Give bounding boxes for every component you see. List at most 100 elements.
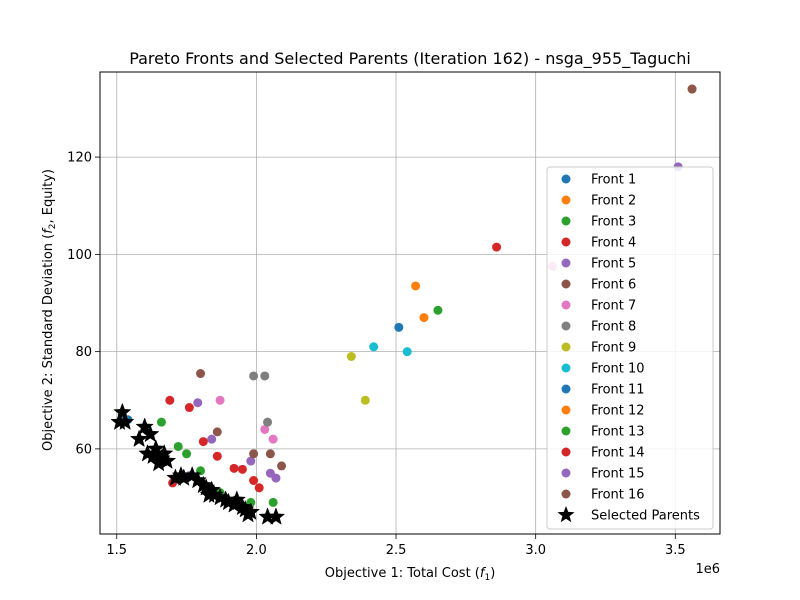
legend-marker — [561, 405, 571, 415]
legend-marker — [561, 363, 571, 373]
series-selected-parents — [110, 402, 286, 525]
data-point — [249, 371, 259, 381]
data-point — [687, 84, 697, 94]
series-front-16 — [687, 84, 697, 94]
y-tick-label: 120 — [67, 151, 92, 166]
axis-ticks: 1.5 2.0 2.5 3.0 3.5 60 80 100 120 — [67, 151, 685, 558]
x-axis-offset-label: 1e6 — [695, 562, 720, 577]
series-front-13 — [433, 305, 443, 315]
legend-label: Front 5 — [591, 257, 636, 272]
legend-marker — [561, 258, 571, 268]
series-front-6 — [196, 369, 287, 471]
data-point — [411, 281, 421, 291]
selected-parent-marker — [157, 451, 177, 469]
x-tick-label: 1.5 — [106, 543, 127, 558]
data-point — [207, 434, 217, 444]
y-axis-title: Objective 2: Standard Deviation (f2, Equ… — [41, 169, 58, 451]
legend-marker — [561, 342, 571, 352]
data-point — [268, 434, 278, 444]
legend-label: Front 12 — [591, 404, 645, 419]
data-point — [346, 351, 356, 361]
y-tick-label: 100 — [67, 248, 92, 263]
data-point — [237, 464, 247, 474]
data-point — [260, 424, 270, 434]
legend-label: Selected Parents — [591, 509, 700, 524]
legend-marker — [561, 237, 571, 247]
series-front-12 — [411, 281, 429, 323]
data-point — [198, 437, 208, 447]
legend-label: Front 1 — [591, 173, 636, 188]
data-point — [182, 449, 192, 459]
data-point — [369, 342, 379, 352]
data-point — [196, 369, 206, 379]
legend-marker — [561, 300, 571, 310]
selected-parent-marker — [135, 417, 154, 435]
data-point — [173, 441, 183, 451]
data-point — [215, 395, 225, 405]
data-point — [360, 395, 370, 405]
selected-parent-marker — [241, 502, 261, 520]
data-point — [156, 417, 166, 427]
data-point — [193, 398, 203, 408]
selected-parent-marker — [129, 429, 149, 448]
legend: Front 1 Front 2 Front 3 Front 4 Front 5 Front… — [546, 166, 714, 530]
legend-label: Front 14 — [591, 446, 645, 461]
legend-label: Front 4 — [591, 236, 636, 251]
data-point — [394, 322, 404, 332]
legend-label: Front 3 — [591, 215, 636, 230]
data-point — [254, 483, 264, 493]
selected-parent-marker — [141, 424, 160, 443]
x-axis-title: Objective 1: Total Cost (f1) — [325, 566, 496, 583]
data-point — [212, 427, 222, 437]
data-point — [402, 347, 412, 357]
x-tick-label: 2.5 — [386, 543, 407, 558]
data-point — [433, 305, 443, 315]
legend-label: Front 6 — [591, 278, 636, 293]
selected-parent-marker — [149, 453, 168, 472]
legend-marker — [561, 468, 571, 478]
data-point — [492, 242, 502, 252]
data-point — [277, 461, 287, 471]
data-point — [212, 451, 222, 461]
legend-label: Front 15 — [591, 467, 645, 482]
legend-marker — [561, 384, 571, 394]
legend-marker — [561, 321, 571, 331]
legend-label: Front 9 — [591, 341, 636, 356]
chart-title: Pareto Fronts and Selected Parents (Iter… — [129, 49, 691, 69]
data-point — [229, 463, 239, 473]
data-point — [419, 313, 429, 323]
legend-marker — [561, 426, 571, 436]
legend-label: Front 2 — [591, 194, 636, 209]
legend-label: Front 7 — [591, 299, 636, 314]
legend-marker — [561, 174, 571, 184]
legend-label: Front 11 — [591, 383, 645, 398]
data-point — [249, 476, 259, 486]
legend-label: Front 10 — [591, 362, 645, 377]
legend-frame — [546, 166, 714, 530]
series-front-8 — [249, 371, 273, 427]
selected-parent-marker — [146, 439, 166, 457]
data-point — [271, 473, 281, 483]
data-point — [249, 449, 259, 459]
legend-marker — [561, 447, 571, 457]
legend-marker — [561, 216, 571, 226]
series-front-11 — [394, 322, 404, 332]
selected-parent-marker — [227, 490, 247, 508]
data-point — [268, 497, 278, 507]
y-tick-label: 60 — [75, 442, 92, 457]
series-front-9 — [346, 351, 370, 405]
y-tick-label: 80 — [75, 345, 92, 360]
legend-marker — [561, 279, 571, 289]
legend-label: Front 8 — [591, 320, 636, 335]
x-tick-label: 2.0 — [246, 543, 267, 558]
legend-marker — [561, 489, 571, 499]
selected-parent-marker — [113, 402, 132, 421]
legend-star-marker — [557, 506, 575, 523]
x-tick-label: 3.0 — [525, 543, 546, 558]
data-point — [246, 456, 256, 466]
data-point — [184, 403, 194, 413]
data-point — [260, 371, 270, 381]
data-point — [165, 395, 175, 405]
axes-frame — [99, 71, 721, 535]
